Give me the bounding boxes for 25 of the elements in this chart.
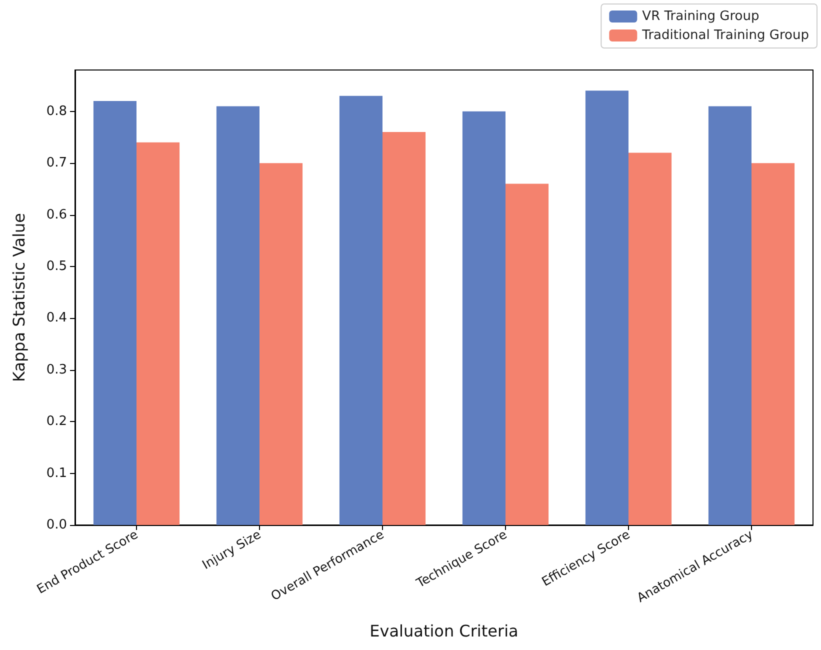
y-tick-label: 0.0 [46, 518, 67, 532]
y-tick-label: 0.4 [46, 310, 67, 326]
bar [752, 163, 795, 525]
bar [506, 184, 549, 525]
bar [93, 101, 136, 525]
bar [585, 90, 628, 525]
bar [708, 106, 752, 525]
y-tick-label: 0.5 [46, 258, 67, 274]
legend-label: VR Training Group [642, 9, 760, 24]
x-axis-title: Evaluation Criteria [370, 622, 518, 640]
bar [462, 111, 506, 525]
bar [382, 132, 426, 525]
y-tick-label: 0.2 [46, 414, 67, 430]
y-tick-label: 0.8 [46, 104, 67, 119]
bar [628, 152, 672, 525]
y-axis-title: Kappa Statistic Value [10, 212, 28, 382]
bar [216, 106, 260, 525]
y-tick-label: 0.7 [46, 156, 67, 171]
bar [339, 96, 382, 525]
bar [136, 142, 180, 525]
bar [260, 163, 303, 525]
y-tick-label: 0.1 [46, 466, 67, 481]
y-tick-label: 0.6 [46, 207, 67, 222]
y-tick-label: 0.3 [46, 362, 67, 378]
legend-label: Traditional Training Group [641, 28, 810, 43]
